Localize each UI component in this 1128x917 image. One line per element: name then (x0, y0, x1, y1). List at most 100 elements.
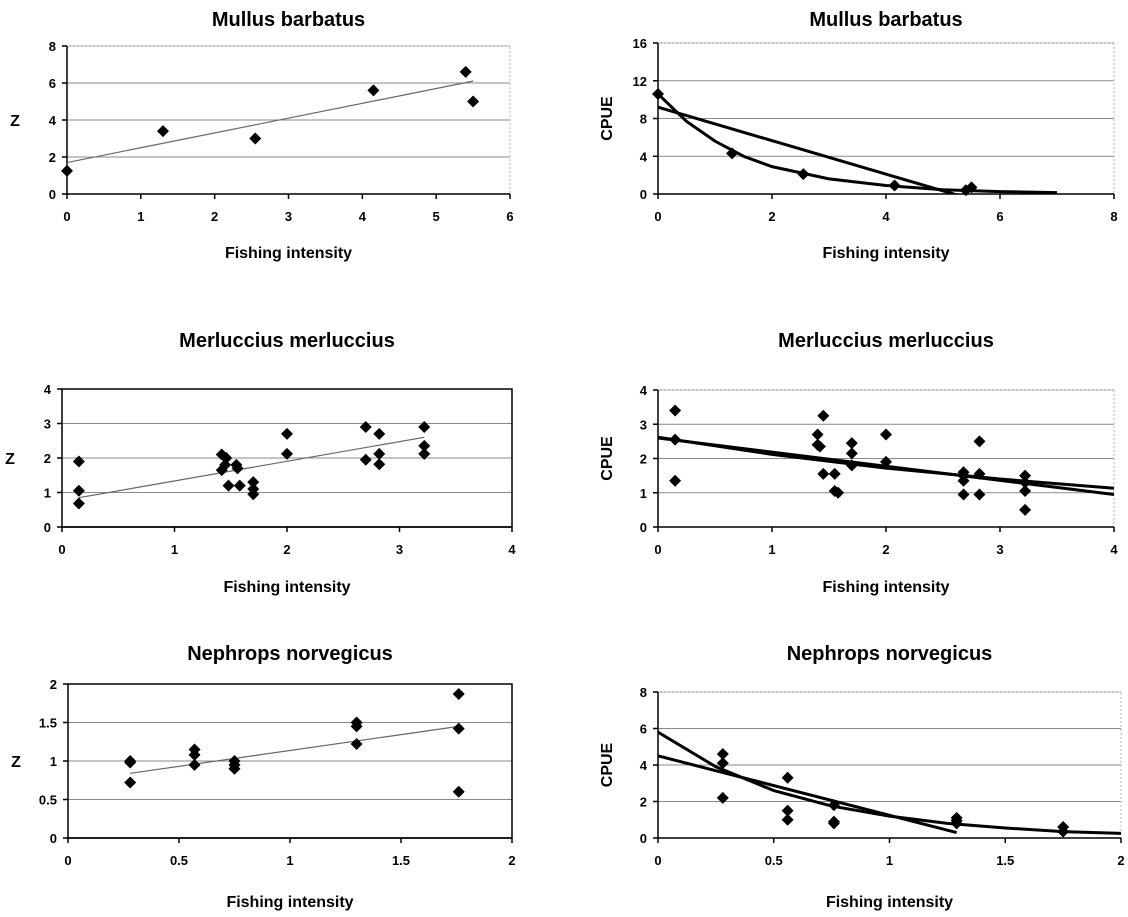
chart-svg-cpue-nephrops: 0 2 4 6 8 0 0.5 1 1.5 2 Nephrops norvegicus Fishing… (599, 643, 1125, 911)
y-tick-label: 1 (50, 754, 57, 769)
chart-title: Merluccius merluccius (778, 330, 994, 352)
data-point (652, 87, 664, 100)
y-tick-label: 8 (640, 112, 647, 127)
trend-line (658, 435, 1114, 490)
y-tick-label: 2 (44, 451, 51, 466)
data-point (231, 462, 244, 475)
data-point (781, 804, 794, 817)
x-axis-label: Fishing intensity (225, 245, 352, 262)
x-tick-label: 1 (886, 853, 893, 868)
x-tick-label: 2 (283, 542, 290, 557)
data-point (228, 762, 241, 775)
y-tick-label: 4 (640, 383, 648, 398)
data-point (845, 459, 858, 472)
data-point (61, 164, 73, 177)
data-point (973, 435, 986, 448)
y-tick-label: 6 (640, 722, 647, 737)
data-point (973, 467, 986, 480)
chart-title: Nephrops norvegicus (187, 643, 393, 665)
data-point (359, 453, 372, 466)
y-tick-label: 4 (44, 382, 52, 397)
x-tick-label: 1 (768, 542, 775, 557)
x-tick-label: 2 (211, 209, 218, 224)
data-point (188, 758, 201, 771)
data-point (467, 95, 480, 108)
data-point (1019, 476, 1032, 489)
data-point (965, 181, 978, 194)
x-tick-label: 0 (64, 853, 71, 868)
trend-line (130, 725, 459, 774)
x-tick-label: 5 (433, 209, 440, 224)
chart-title: Mullus barbatus (212, 9, 365, 31)
plot-border (657, 42, 1115, 195)
y-tick-label: 8 (640, 685, 647, 700)
y-tick-label: 0 (49, 187, 56, 202)
data-point (845, 437, 858, 450)
x-tick-label: 2 (1117, 853, 1124, 868)
y-tick-label: 2 (49, 150, 56, 165)
y-axis-label: Z (11, 754, 21, 771)
data-point (973, 488, 986, 501)
x-tick-label: 1 (171, 542, 178, 557)
x-tick-label: 3 (396, 542, 403, 557)
x-axis-label: Fishing intensity (226, 894, 353, 911)
data-point (350, 720, 363, 733)
x-axis-label: Fishing intensity (826, 894, 953, 911)
data-point (811, 428, 824, 441)
x-tick-label: 4 (359, 209, 367, 224)
x-tick-label: 3 (996, 542, 1003, 557)
y-axis-label: Z (5, 451, 15, 468)
x-tick-label: 1.5 (996, 853, 1014, 868)
chart-title: Nephrops norvegicus (787, 643, 993, 665)
x-tick-label: 2 (508, 853, 515, 868)
y-tick-label: 2 (640, 452, 647, 467)
data-point (669, 433, 682, 446)
y-tick-label: 2 (640, 795, 647, 810)
data-point (1057, 825, 1070, 838)
y-tick-label: 1.5 (39, 716, 57, 731)
chart-title: Mullus barbatus (809, 9, 962, 31)
y-axis-label: CPUE (599, 96, 616, 141)
chart-title: Merluccius merluccius (179, 330, 395, 352)
x-tick-label: 2 (882, 542, 889, 557)
x-axis-label: Fishing intensity (822, 245, 949, 262)
data-point (418, 420, 431, 433)
data-point (726, 147, 739, 160)
trend-line (658, 105, 959, 194)
y-tick-label: 6 (49, 76, 56, 91)
data-point (1019, 503, 1032, 516)
y-tick-label: 3 (640, 417, 647, 432)
data-point (716, 791, 729, 804)
data-point (373, 458, 386, 471)
y-tick-label: 2 (50, 677, 57, 692)
data-point (188, 748, 201, 761)
chart-panel-cpue-merluccius: 0 1 2 3 4 0 1 2 3 4 Merluccius merluccius Fishing i… (564, 305, 1128, 610)
data-point (367, 84, 380, 97)
data-point (452, 722, 465, 735)
y-tick-label: 0 (640, 520, 647, 535)
chart-panel-z-nephrops: 0 0.5 1 1.5 2 0 0.5 1 1.5 2 Nephrops norvegicus Fis… (0, 610, 564, 915)
data-point (950, 817, 963, 830)
x-tick-label: 0.5 (765, 853, 783, 868)
data-point (124, 776, 137, 789)
data-point (281, 447, 293, 460)
data-point (281, 427, 293, 440)
data-point (418, 447, 431, 460)
data-point (418, 439, 431, 452)
y-tick-label: 8 (49, 39, 56, 54)
x-tick-label: 4 (508, 542, 516, 557)
trend-line (658, 92, 1058, 194)
y-tick-label: 16 (633, 36, 647, 51)
data-point (817, 467, 830, 480)
y-tick-label: 3 (44, 417, 51, 432)
y-tick-label: 0 (44, 520, 51, 535)
chart-svg-z-merluccius: 0 1 2 3 4 0 1 2 3 4 Merluccius merluccius Fishing i… (5, 330, 516, 596)
data-point (845, 447, 858, 460)
chart-panel-z-merluccius: 0 1 2 3 4 0 1 2 3 4 Merluccius merluccius Fishing i… (0, 305, 564, 610)
data-point (669, 404, 682, 417)
data-point (247, 476, 260, 489)
data-point (827, 799, 840, 812)
data-point (72, 455, 85, 468)
data-point (72, 497, 85, 510)
data-point (797, 168, 810, 181)
